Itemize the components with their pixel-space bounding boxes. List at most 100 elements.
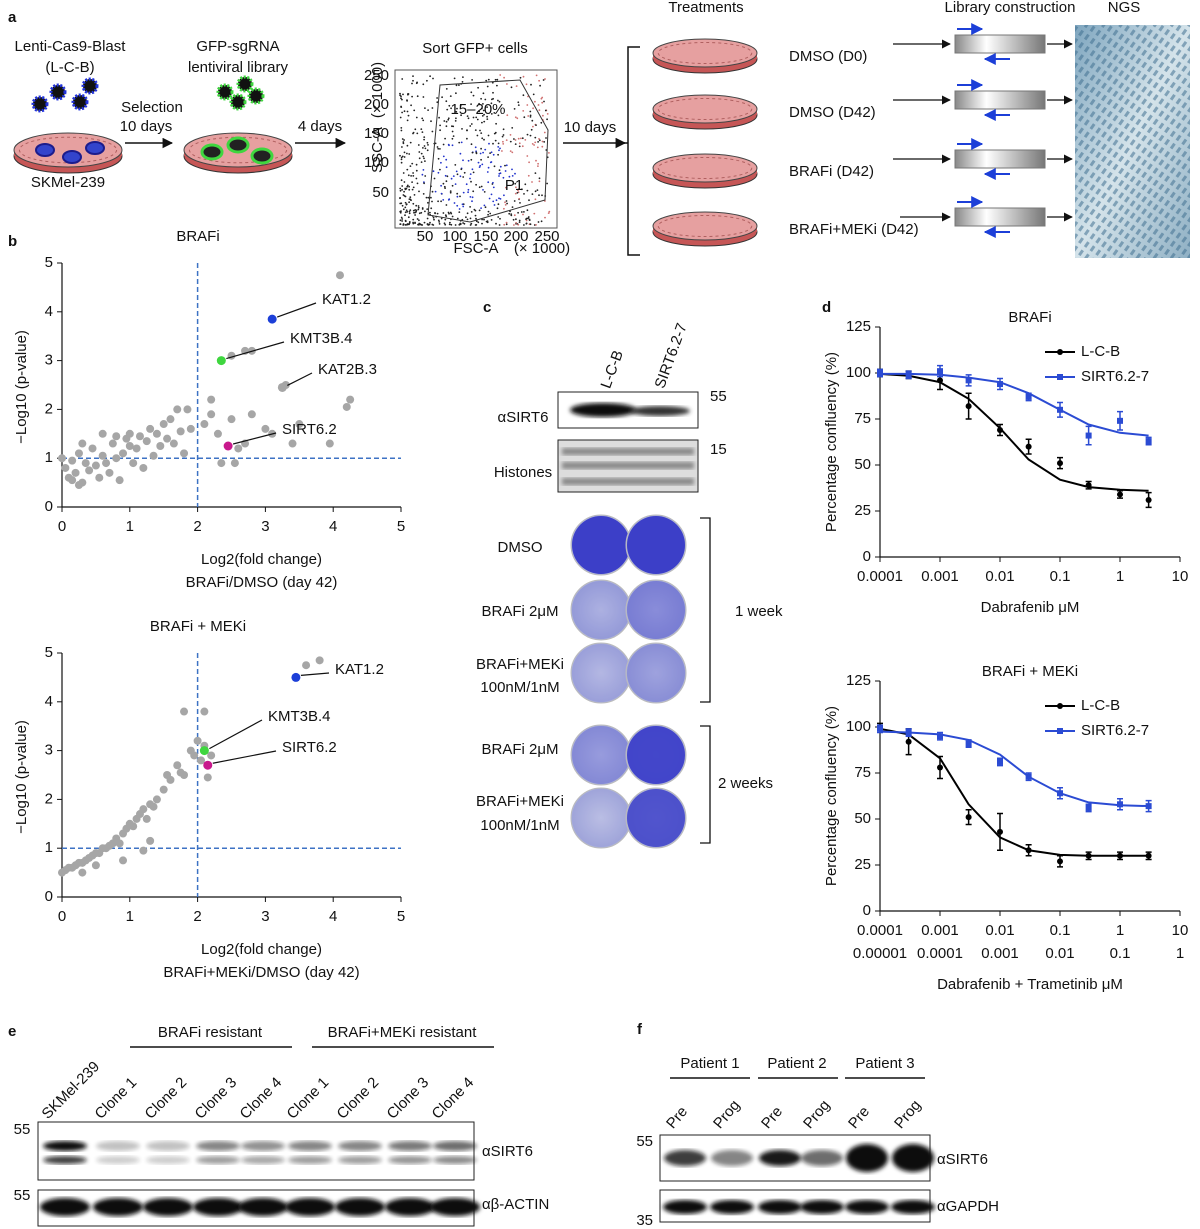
flow-dot (456, 107, 458, 110)
flow-dot (498, 197, 500, 200)
point (68, 476, 77, 485)
bracket (618, 46, 640, 256)
point (1025, 847, 1032, 854)
flow-dot (517, 211, 519, 214)
fit-curve (879, 730, 1149, 808)
flow-tick-label: 100 (364, 154, 389, 171)
point (234, 444, 243, 453)
flow-dot (415, 82, 418, 85)
flow-dot (504, 170, 507, 172)
flow-dot (450, 107, 452, 110)
flow-dot (511, 206, 514, 209)
flow-dot (477, 86, 479, 89)
flow-dot (424, 175, 427, 177)
y-tick-label: 2 (45, 790, 53, 807)
bracket (700, 725, 711, 844)
flow-dot (401, 146, 403, 148)
flow-dot (417, 205, 420, 207)
point (965, 814, 972, 821)
virus (216, 83, 234, 101)
highlight-point (291, 672, 301, 682)
flow-dot (505, 186, 507, 189)
flow-dot (420, 128, 423, 131)
flow-dot (420, 152, 423, 155)
flow-dot (455, 110, 458, 113)
lane-label: SIRT6.2-7 (652, 321, 691, 391)
y-tick-label: 75 (854, 410, 871, 427)
flow-dot (406, 184, 409, 187)
flow-dot (418, 157, 421, 160)
flow-dot (415, 204, 418, 207)
lane-label: Clone 2 (142, 1074, 191, 1123)
point (186, 424, 195, 433)
flow-tick-label: 200 (503, 228, 528, 245)
flow-dot (508, 212, 511, 215)
flow-dot (497, 146, 500, 148)
flow-dot (509, 134, 512, 136)
flow-dot (439, 129, 441, 132)
flow-dot (470, 180, 472, 183)
flow-dot (450, 177, 453, 180)
flow-tick-label: 50 (372, 184, 389, 201)
flow-dot (542, 79, 545, 81)
flow-dot (472, 190, 475, 193)
flow-dot (443, 185, 446, 188)
virus (49, 83, 67, 101)
flow-dot (482, 92, 485, 95)
flow-dot (429, 75, 431, 78)
point (149, 802, 158, 811)
flow-dot (420, 223, 423, 226)
band (241, 1156, 285, 1164)
flow-dot (403, 190, 405, 193)
flow-dot (506, 202, 508, 205)
flow-dot (406, 100, 408, 102)
mw-marker: 35 (636, 1212, 653, 1229)
point (173, 405, 182, 414)
flow-dot (486, 118, 489, 120)
flow-dot (475, 183, 477, 186)
flow-dot (482, 151, 484, 154)
flow-dot (528, 199, 530, 202)
flow-dot (509, 140, 512, 143)
flow-dot (538, 139, 541, 142)
flow-dot (453, 77, 456, 80)
flow-dot (473, 208, 476, 211)
flow-dot (470, 123, 473, 125)
flow-dot (409, 165, 412, 168)
flow-dot (538, 109, 541, 111)
panel-label: a (8, 9, 17, 26)
flow-dot (424, 107, 426, 109)
flow-dot (534, 141, 537, 144)
lane-label: Pre (845, 1103, 873, 1132)
chart-title: BRAFi + MEKi (982, 663, 1078, 680)
flow-dot (455, 92, 457, 95)
flow-dot (511, 127, 514, 129)
lane-label: Clone 1 (92, 1074, 141, 1123)
flow-dot (520, 211, 523, 213)
flow-dot (511, 175, 514, 177)
point (119, 856, 128, 865)
band (388, 1156, 432, 1164)
flow-dot (456, 195, 459, 198)
flow-dot (506, 83, 508, 85)
flow-dot (544, 216, 546, 219)
flow-dot (413, 109, 416, 112)
flow-dot (487, 78, 490, 81)
cell (200, 143, 224, 161)
flow-dot (508, 175, 511, 178)
virus (71, 93, 89, 111)
flow-dot (424, 147, 427, 150)
flow-dot (499, 217, 501, 220)
flow-dot (529, 114, 532, 117)
flow-dot (445, 180, 448, 183)
flow-dot (469, 125, 472, 127)
flow-dot (420, 161, 423, 164)
flow-dot (515, 218, 517, 221)
flow-dot (541, 194, 543, 197)
band (196, 1141, 240, 1151)
point (159, 420, 168, 429)
flow-dot (489, 212, 492, 215)
flow-dot (543, 100, 545, 103)
flow-dot (546, 182, 548, 185)
row-label: BRAFi+MEKi (476, 656, 564, 673)
